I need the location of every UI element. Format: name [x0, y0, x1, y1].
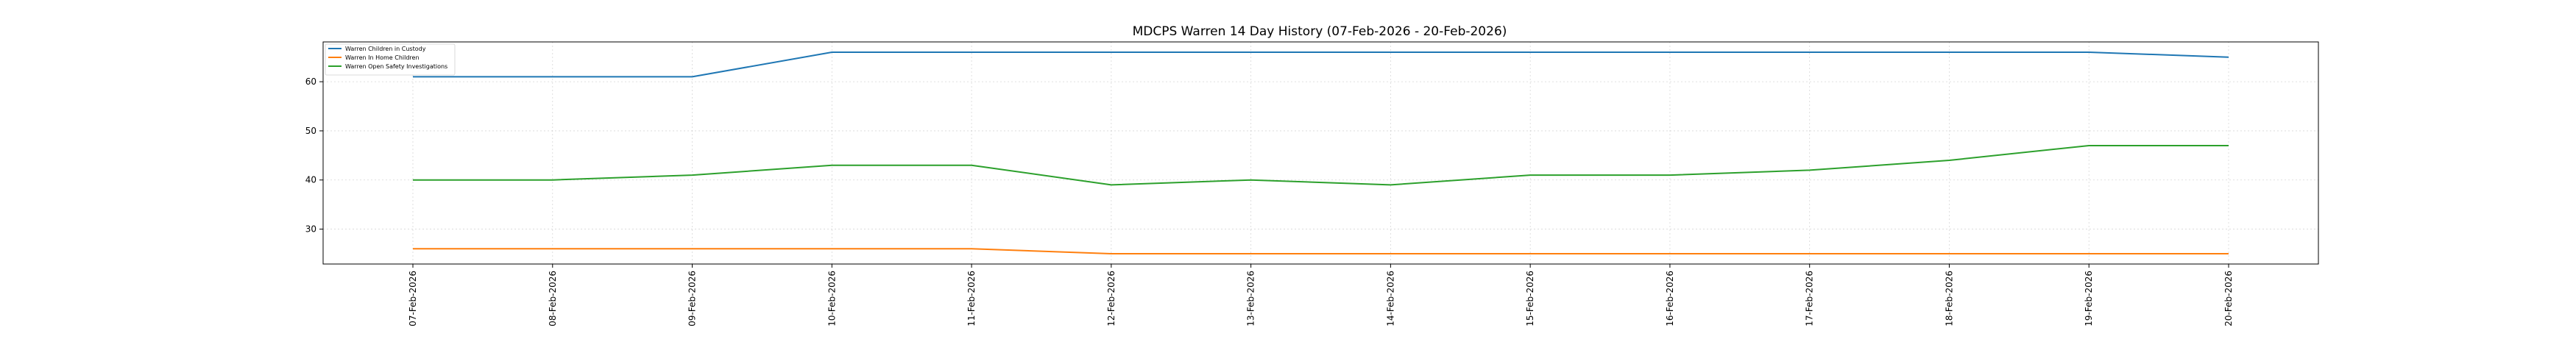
x-tick-label: 13-Feb-2026 [1246, 271, 1256, 327]
x-tick-label: 08-Feb-2026 [548, 271, 558, 327]
x-tick-label: 10-Feb-2026 [827, 271, 837, 327]
y-tick-label: 60 [305, 76, 316, 87]
axes: 07-Feb-2026 08-Feb-2026 09-Feb-2026 10-Feb-… [305, 76, 2234, 327]
x-tick-label: 12-Feb-2026 [1106, 271, 1117, 327]
legend: Warren Children in Custody Warren In Home… [325, 43, 456, 76]
series-line [413, 248, 2229, 254]
y-tick-label: 40 [305, 175, 316, 185]
x-tick-label: 11-Feb-2026 [966, 271, 977, 327]
series-lines [413, 51, 2229, 254]
series-line [413, 145, 2229, 186]
x-tick-label: 07-Feb-2026 [408, 271, 418, 327]
x-tick-label: 09-Feb-2026 [687, 271, 698, 327]
plot-area [322, 41, 2319, 265]
legend-box [325, 43, 456, 76]
grid-lines [323, 42, 2318, 264]
x-tick-label: 14-Feb-2026 [1385, 271, 1395, 327]
x-tick-label: 19-Feb-2026 [2084, 271, 2094, 327]
legend-label: Warren Open Safety Investigations [345, 63, 447, 70]
y-tick-label: 50 [305, 126, 316, 136]
series-line [413, 51, 2229, 78]
x-tick-label: 16-Feb-2026 [1665, 271, 1675, 327]
x-tick-label: 18-Feb-2026 [1944, 271, 1954, 327]
y-tick-label: 30 [305, 224, 316, 235]
x-tick-label: 15-Feb-2026 [1525, 271, 1535, 327]
chart-title: MDCPS Warren 14 Day History (07-Feb-2026… [1133, 24, 1507, 39]
legend-label: Warren In Home Children [345, 54, 420, 61]
x-tick-label: 17-Feb-2026 [1805, 271, 1815, 327]
x-tick-label: 20-Feb-2026 [2223, 271, 2234, 327]
legend-label: Warren Children in Custody [345, 46, 426, 52]
